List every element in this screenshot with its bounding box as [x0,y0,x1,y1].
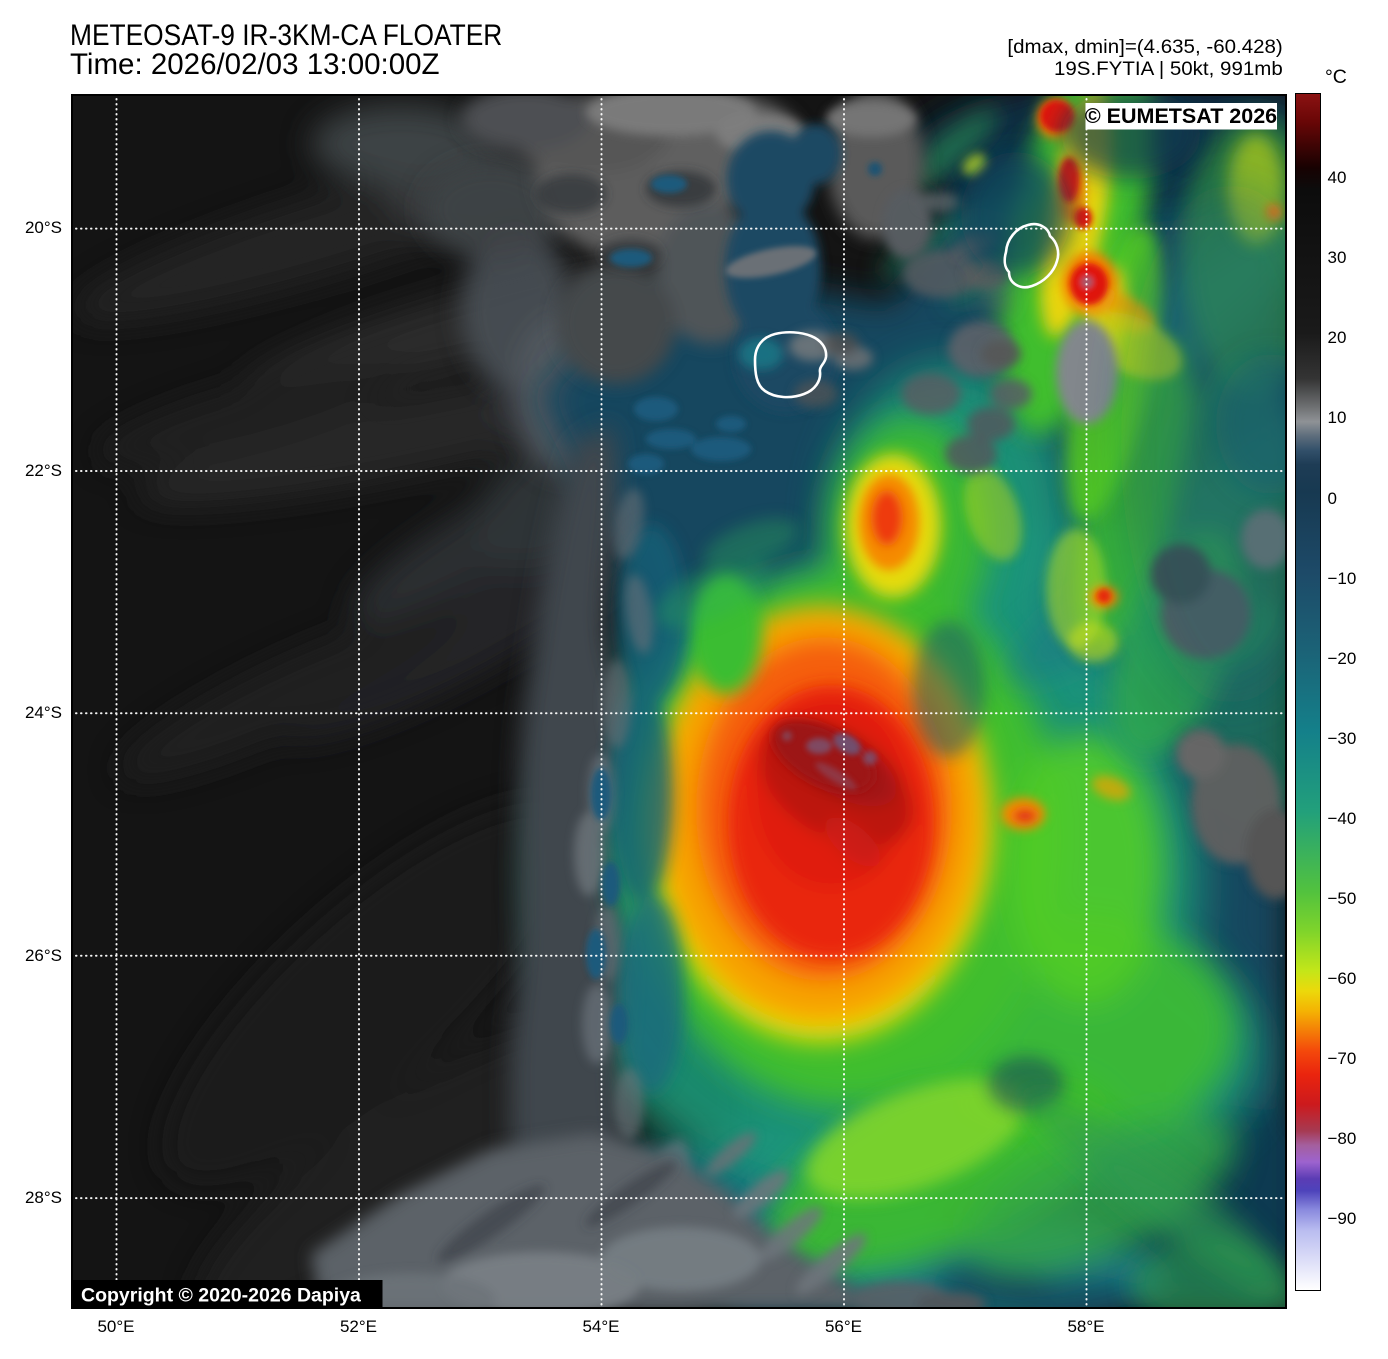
svg-text:© EUMETSAT 2026: © EUMETSAT 2026 [1084,104,1276,128]
svg-text:Copyright © 2020-2026 Dapiya: Copyright © 2020-2026 Dapiya [81,1285,361,1307]
